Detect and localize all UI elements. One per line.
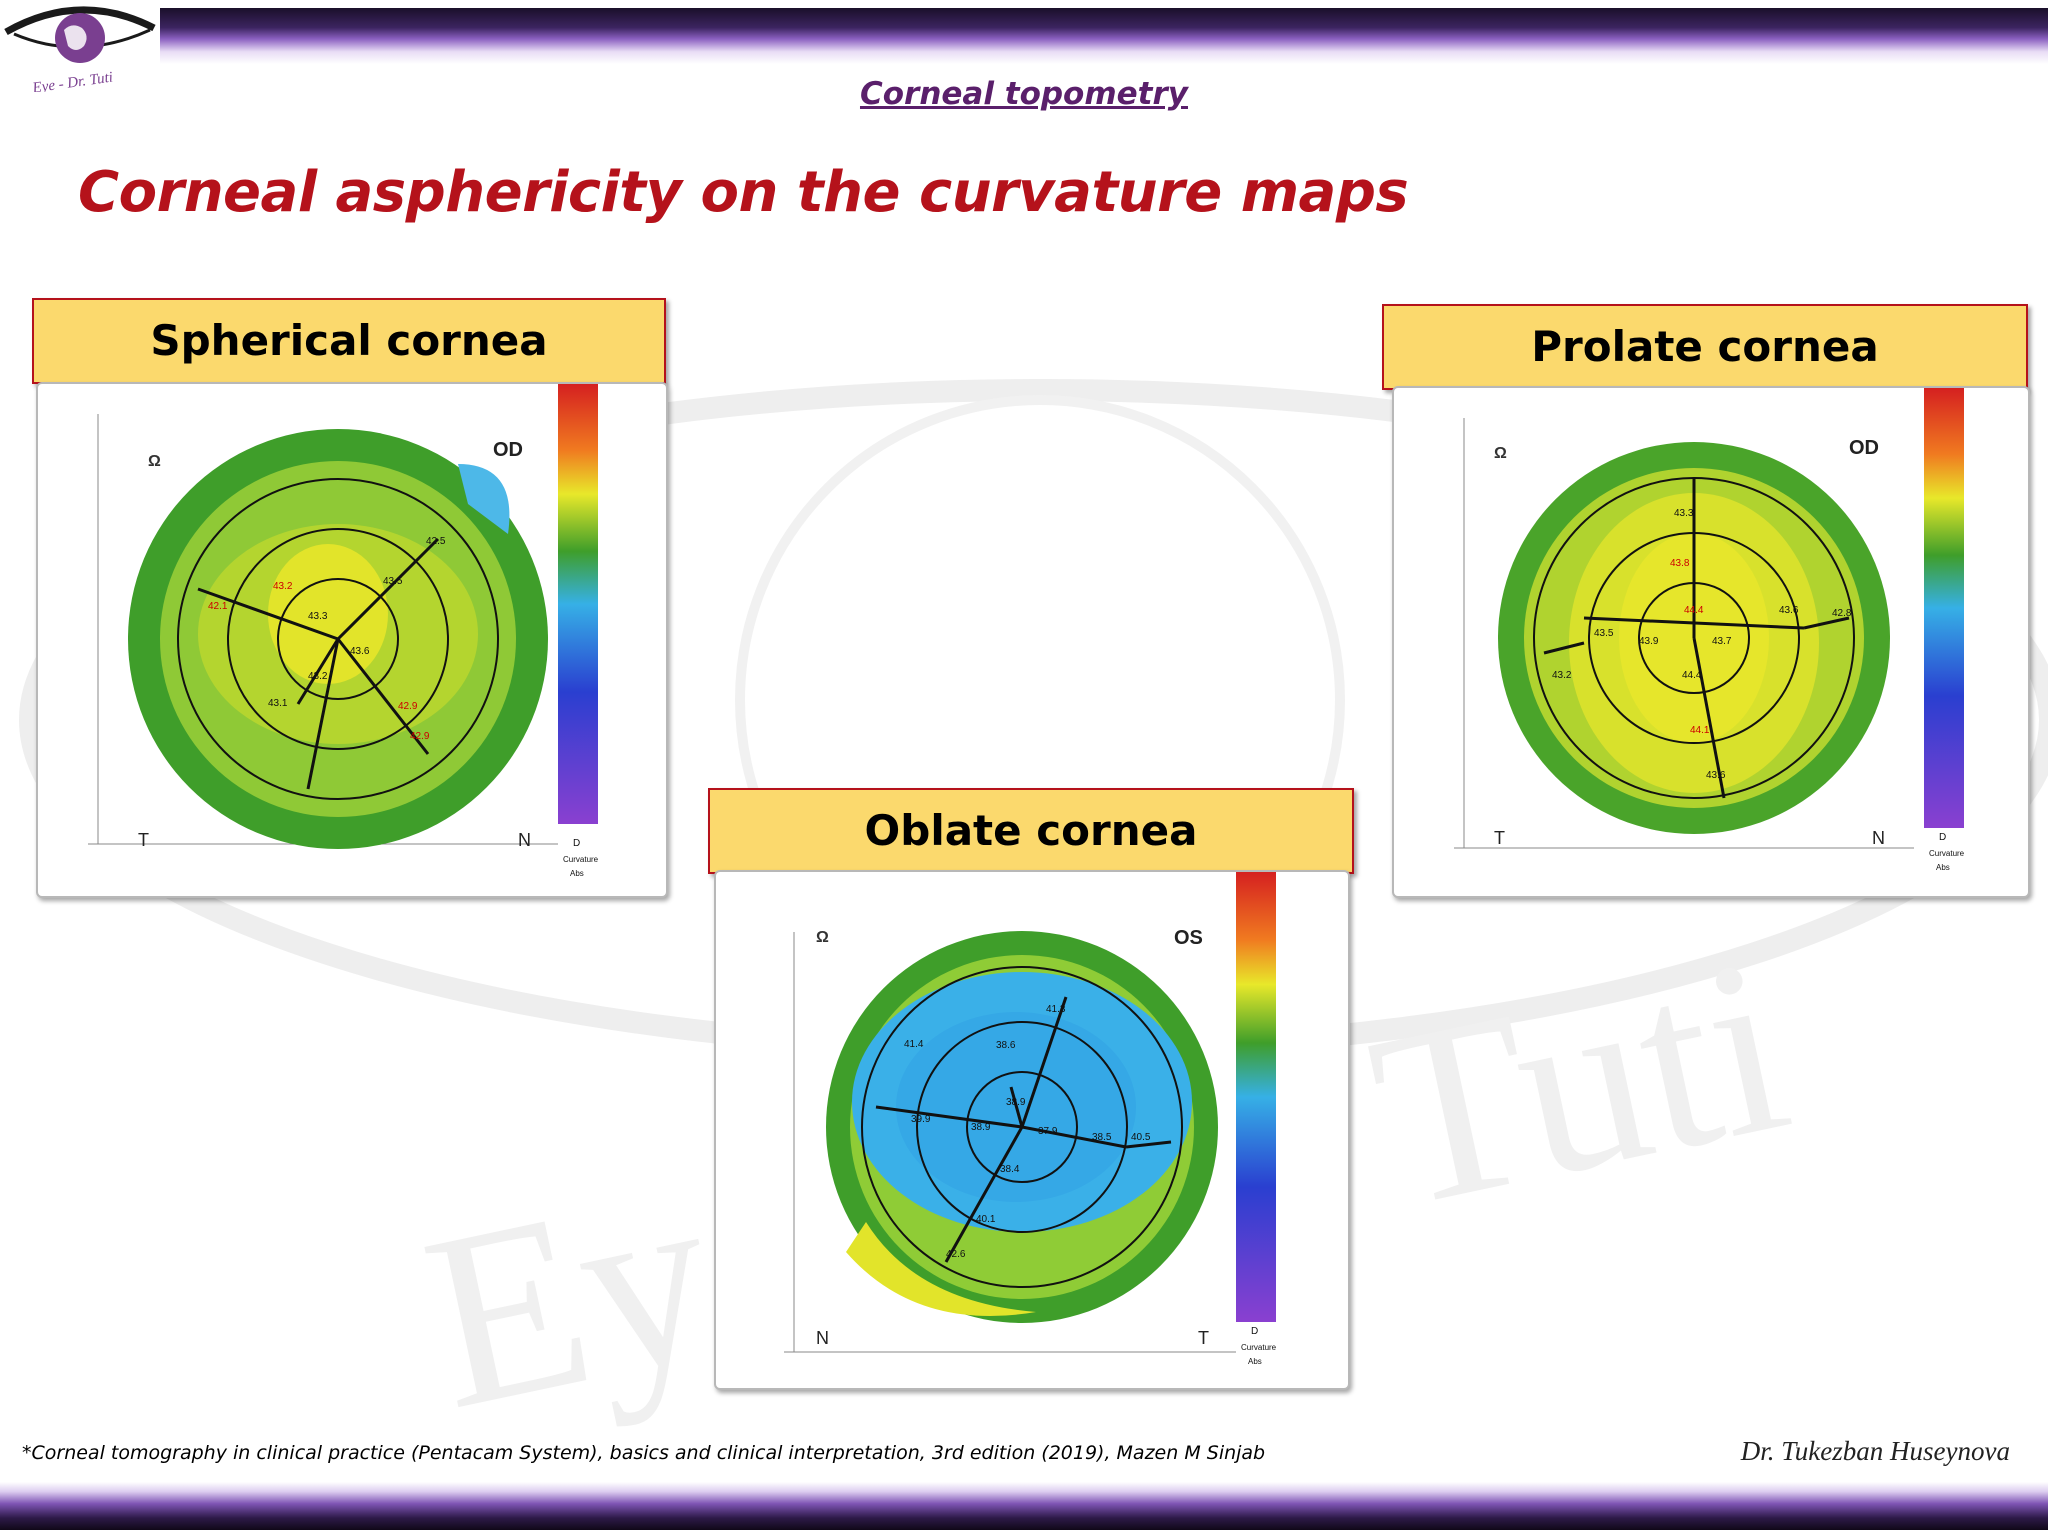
colorbar-unit: D [573,838,580,849]
right-letter: N [1872,828,1885,848]
prolate-label-text: Prolate cornea [1531,322,1879,371]
oblate-topography-map: Ω OS N T 41.3 41.4 38.6 38.9 39.9 38.9 3… [784,872,1277,1366]
colorbar-caption2: Abs [570,869,584,878]
colorbar: D Curvature Abs [1236,872,1277,1366]
bottom-banner [0,1482,2048,1530]
svg-text:38.9: 38.9 [1006,1097,1026,1108]
svg-text:42.5: 42.5 [426,536,446,547]
author-name: Dr. Tukezban Huseynova [1740,1436,2010,1466]
prolate-topography-map: Ω OD T N 43.3 43.8 44.4 43.6 42.8 43.5 4… [1454,388,1965,872]
svg-text:43.1: 43.1 [268,698,288,709]
slide-title: Corneal asphericity on the curvature map… [78,160,1409,225]
svg-text:38.9: 38.9 [971,1122,991,1133]
svg-text:43.5: 43.5 [383,576,403,587]
svg-text:43.2: 43.2 [1552,670,1572,681]
right-letter: N [518,830,531,850]
spherical-label: Spherical cornea [32,298,666,384]
eye-label: OD [1849,437,1879,459]
svg-text:43.5: 43.5 [1594,628,1614,639]
svg-text:42.1: 42.1 [208,601,228,612]
svg-text:43.3: 43.3 [308,611,328,622]
svg-text:43.6: 43.6 [350,646,370,657]
svg-text:38.4: 38.4 [1000,1164,1020,1175]
prolate-label: Prolate cornea [1382,304,2028,390]
svg-text:37.9: 37.9 [1038,1126,1058,1137]
eye-label: OD [493,439,523,461]
left-letter: N [816,1328,829,1348]
svg-text:41.4: 41.4 [904,1039,924,1050]
eye-label: OS [1174,927,1203,949]
svg-text:42.9: 42.9 [398,701,418,712]
colorbar-unit: D [1939,832,1946,843]
svg-text:43.2: 43.2 [273,581,293,592]
svg-text:39.9: 39.9 [911,1114,931,1125]
svg-text:38.6: 38.6 [996,1040,1016,1051]
left-letter: T [138,830,149,850]
svg-text:43.3: 43.3 [1674,508,1694,519]
colorbar-unit: D [1251,1326,1258,1337]
colorbar-caption: Curvature [563,855,599,864]
right-letter: T [1198,1328,1209,1348]
svg-text:38.5: 38.5 [1092,1132,1112,1143]
svg-text:Ω: Ω [816,929,829,946]
top-banner [160,8,2048,64]
svg-text:44.4: 44.4 [1684,605,1704,616]
svg-text:40.1: 40.1 [976,1214,996,1225]
oblate-label: Oblate cornea [708,788,1354,874]
svg-text:42.9: 42.9 [410,731,430,742]
citation: *Corneal tomography in clinical practice… [22,1442,1266,1464]
svg-text:40.5: 40.5 [1131,1132,1151,1143]
svg-text:44.4: 44.4 [1682,670,1702,681]
svg-text:43.8: 43.8 [1670,558,1690,569]
svg-text:42.8: 42.8 [1832,608,1852,619]
colorbar: D Curvature Abs [558,384,599,878]
left-letter: T [1494,828,1505,848]
svg-text:42.6: 42.6 [946,1249,966,1260]
colorbar-caption2: Abs [1936,863,1950,872]
svg-text:43.2: 43.2 [308,671,328,682]
header-title: Corneal topometry [859,76,1188,112]
svg-text:43.6: 43.6 [1779,605,1799,616]
colorbar-caption: Curvature [1929,849,1965,858]
svg-text:Ω: Ω [148,453,161,470]
oblate-label-text: Oblate cornea [864,806,1198,855]
colorbar: D Curvature Abs [1924,388,1965,872]
colorbar-caption2: Abs [1248,1357,1262,1366]
svg-text:43.7: 43.7 [1712,636,1732,647]
spherical-map-panel: Ω OD T N 42.5 43.5 43.3 43.6 42.1 43.2 4… [36,382,668,898]
svg-text:44.1: 44.1 [1690,725,1710,736]
spherical-label-text: Spherical cornea [150,316,548,365]
svg-text:Ω: Ω [1494,445,1507,462]
svg-text:41.3: 41.3 [1046,1004,1066,1015]
spherical-topography-map: Ω OD T N 42.5 43.5 43.3 43.6 42.1 43.2 4… [88,384,599,878]
logo: Eye - Dr. Tuti [4,6,156,92]
svg-text:43.6: 43.6 [1706,770,1726,781]
svg-text:43.9: 43.9 [1639,636,1659,647]
prolate-map-panel: Ω OD T N 43.3 43.8 44.4 43.6 42.8 43.5 4… [1392,386,2030,898]
oblate-map-panel: Ω OS N T 41.3 41.4 38.6 38.9 39.9 38.9 3… [714,870,1350,1390]
colorbar-caption: Curvature [1241,1343,1277,1352]
